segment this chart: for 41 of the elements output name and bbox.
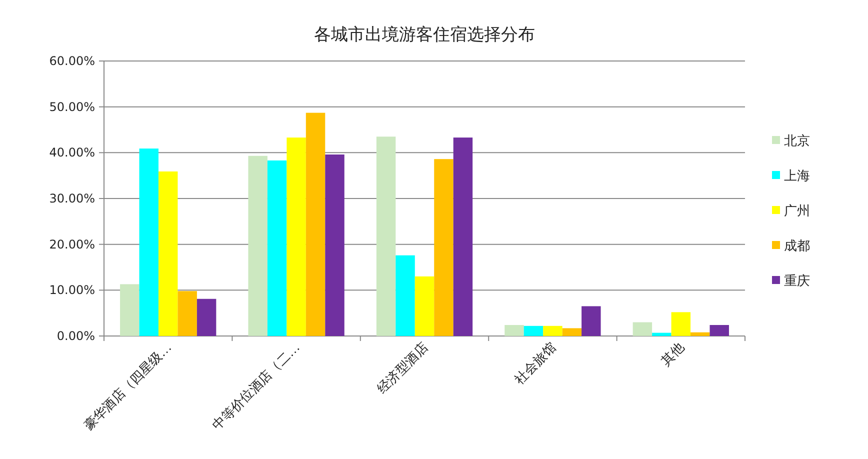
bar xyxy=(652,332,672,336)
legend-label: 成都 xyxy=(784,239,810,254)
legend-label: 上海 xyxy=(784,169,810,184)
legend-label: 广州 xyxy=(784,204,810,219)
bar xyxy=(178,291,197,336)
bar xyxy=(690,332,710,336)
x-tick-label: 其他 xyxy=(658,340,688,369)
bar xyxy=(562,328,582,336)
bar xyxy=(524,326,544,336)
bar xyxy=(306,112,326,336)
bar xyxy=(632,322,652,336)
bar xyxy=(267,160,287,336)
y-tick-label: 10.00% xyxy=(49,283,95,298)
y-tick-label: 20.00% xyxy=(49,237,95,252)
bar xyxy=(710,325,729,336)
bar xyxy=(414,276,434,336)
bar xyxy=(396,255,415,336)
legend-label: 重庆 xyxy=(784,274,810,289)
bar xyxy=(376,136,396,336)
bar xyxy=(582,306,601,336)
bar xyxy=(504,325,524,336)
x-tick-label: 社会旅馆 xyxy=(511,340,559,387)
bar xyxy=(325,154,344,336)
x-tick-label: 中等价位酒店（二… xyxy=(209,340,302,433)
bar xyxy=(543,326,562,336)
bar xyxy=(158,171,178,336)
bar xyxy=(434,159,454,336)
bar xyxy=(196,298,216,336)
bar xyxy=(286,138,306,336)
bar xyxy=(248,156,268,336)
bar xyxy=(671,312,691,336)
y-tick-label: 30.00% xyxy=(49,192,95,206)
x-tick-label: 经济型酒店 xyxy=(374,340,431,396)
y-tick-label: 40.00% xyxy=(49,146,95,160)
y-tick-label: 50.00% xyxy=(49,100,95,114)
y-tick-label: 60.00% xyxy=(49,54,95,68)
bar xyxy=(120,284,140,336)
bar xyxy=(453,138,473,336)
title: 各城市出境游客住宿选择分布 xyxy=(314,25,535,45)
legend-label: 北京 xyxy=(784,134,810,149)
bar xyxy=(139,148,158,336)
